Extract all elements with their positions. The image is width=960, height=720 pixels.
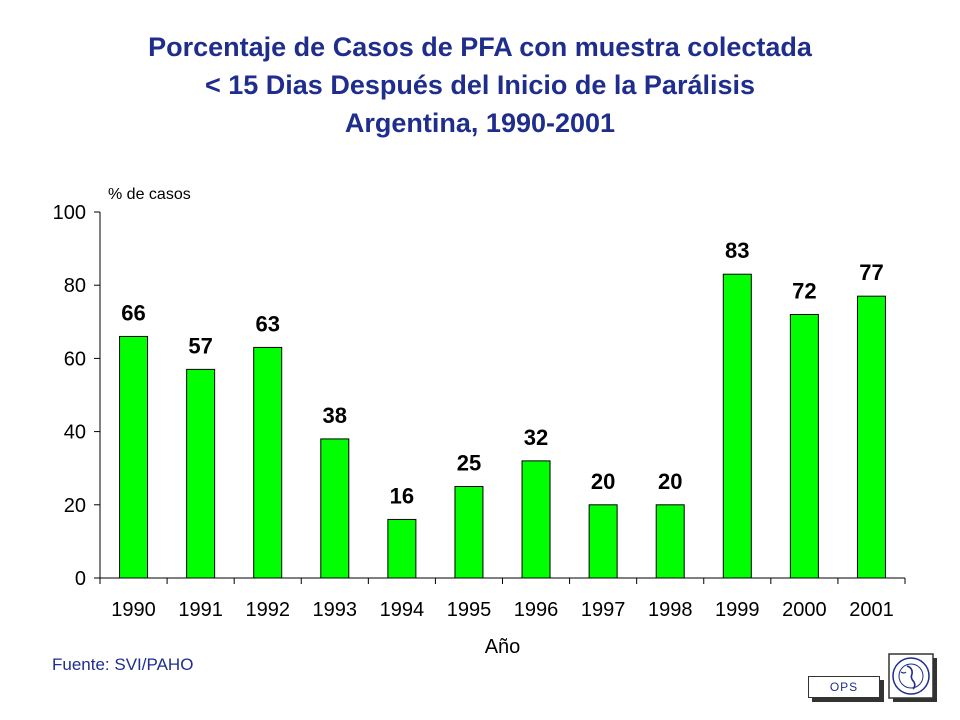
bar-1996 (521, 460, 551, 579)
title-line-1: Porcentaje de Casos de PFA con muestra c… (148, 32, 812, 62)
bar-1995 (454, 486, 484, 579)
x-tick-label-1996: 1996 (514, 599, 559, 621)
data-label-1996: 32 (524, 425, 548, 450)
data-label-1993: 38 (323, 403, 347, 428)
data-label-1991: 57 (188, 333, 212, 358)
bar-1994 (387, 518, 417, 579)
bar-1998 (655, 504, 685, 579)
ops-badge: OPS (808, 676, 880, 698)
x-tick-label-1992: 1992 (245, 599, 290, 621)
title-line-2: < 15 Dias Después del Inicio de la Parál… (204, 70, 756, 100)
source-note: Fuente: SVI/PAHO (52, 655, 194, 674)
y-tick-label: 40 (64, 422, 86, 444)
x-tick-label-2001: 2001 (849, 599, 894, 621)
y-tick-label: 0 (75, 568, 86, 590)
data-label-1994: 16 (390, 483, 414, 508)
data-label-2001: 77 (859, 260, 883, 285)
title-line-3: Argentina, 1990-2001 (344, 108, 616, 138)
x-tick-label-1998: 1998 (648, 599, 693, 621)
x-tick-label-1991: 1991 (178, 599, 223, 621)
y-tick-label: 80 (64, 275, 86, 297)
chart-title: Porcentaje de Casos de PFA con muestra c… (0, 28, 960, 142)
bar-1990 (119, 335, 149, 579)
data-label-2000: 72 (792, 278, 816, 303)
data-label-1990: 66 (121, 300, 145, 325)
x-tick-label-1997: 1997 (581, 599, 626, 621)
x-tick-label-1994: 1994 (380, 599, 425, 621)
x-axis-label: Año (485, 636, 521, 658)
x-tick-label-2000: 2000 (782, 599, 827, 621)
bar-2000 (789, 313, 819, 579)
bar-1997 (588, 504, 618, 579)
x-tick-label-1990: 1990 (111, 599, 156, 621)
data-label-1992: 63 (255, 311, 279, 336)
paho-logo-icon (888, 653, 937, 702)
data-label-1998: 20 (658, 469, 682, 494)
y-axis-label: % de casos (108, 186, 191, 203)
data-label-1997: 20 (591, 469, 615, 494)
y-tick-label: 60 (64, 348, 86, 370)
x-tick-label-1993: 1993 (313, 599, 358, 621)
y-tick-label: 100 (53, 202, 86, 224)
bar-1999 (722, 273, 752, 579)
bar-2001 (856, 295, 886, 579)
data-label-1995: 25 (457, 451, 481, 476)
data-label-1999: 83 (725, 238, 749, 263)
x-tick-label-1999: 1999 (715, 599, 760, 621)
x-tick-label-1995: 1995 (447, 599, 492, 621)
bar-1993 (320, 438, 350, 579)
bar-1991 (186, 368, 216, 579)
bar-1992 (253, 346, 283, 579)
y-tick-label: 20 (64, 495, 86, 517)
